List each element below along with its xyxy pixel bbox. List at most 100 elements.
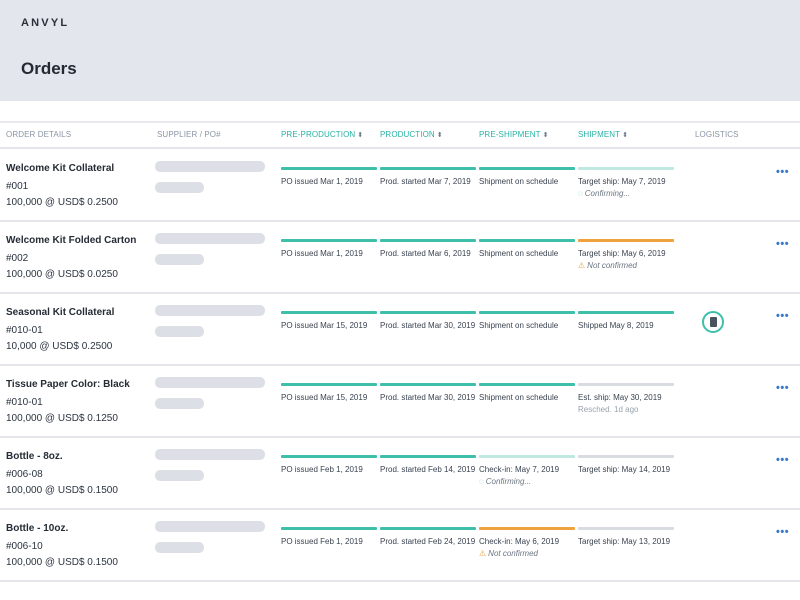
stage-preproduction[interactable]: PO issued Mar 15, 2019 xyxy=(281,311,377,332)
stage-status-text: Prod. started Mar 6, 2019 xyxy=(380,249,471,258)
stage-shipment[interactable]: Target ship: May 14, 2019 xyxy=(578,455,674,476)
more-options-icon[interactable]: ••• xyxy=(776,526,790,538)
stage-production[interactable]: Prod. started Mar 7, 2019 xyxy=(380,167,476,188)
stage-progress-bar xyxy=(380,383,476,386)
stage-progress-bar xyxy=(578,239,674,242)
stage-status-text: PO issued Mar 15, 2019 xyxy=(281,393,368,402)
more-options-icon[interactable]: ••• xyxy=(776,454,790,466)
stage-substatus: ⚠ Not confirmed xyxy=(479,548,575,560)
stage-progress-bar xyxy=(380,527,476,530)
stage-status-text: PO issued Feb 1, 2019 xyxy=(281,465,363,474)
stage-progress-bar xyxy=(281,455,377,458)
stage-shipment[interactable]: Target ship: May 13, 2019 xyxy=(578,527,674,548)
document-icon[interactable] xyxy=(702,311,724,333)
order-number: #006-10 xyxy=(6,541,43,552)
sort-icon: ⬍ xyxy=(357,132,364,139)
stage-status-text: Prod. started Feb 14, 2019 xyxy=(380,465,476,474)
stage-progress-bar xyxy=(479,527,575,530)
stage-status-text: Check-in: May 7, 2019 xyxy=(479,465,560,474)
column-production-label: PRODUCTION xyxy=(380,130,435,139)
sort-icon: ⬍ xyxy=(542,132,549,139)
order-quantity: 100,000 @ USD$ 0.0250 xyxy=(6,269,118,280)
stage-progress-bar xyxy=(578,167,674,170)
order-title[interactable]: Bottle - 8oz. xyxy=(6,451,63,462)
stage-preshipment[interactable]: Check-in: May 7, 2019 ◌ Confirming... xyxy=(479,455,575,488)
stage-status-text: Shipment on schedule xyxy=(479,177,559,186)
order-title[interactable]: Welcome Kit Collateral xyxy=(6,163,115,174)
page-title: Orders xyxy=(21,59,77,78)
po-placeholder xyxy=(155,254,204,265)
stage-preproduction[interactable]: PO issued Mar 15, 2019 xyxy=(281,383,377,404)
column-supplier-po: SUPPLIER / PO# xyxy=(157,130,221,139)
stage-preproduction[interactable]: PO issued Mar 1, 2019 xyxy=(281,167,377,188)
stage-preproduction[interactable]: PO issued Mar 1, 2019 xyxy=(281,239,377,260)
stage-progress-bar xyxy=(578,311,674,314)
column-order-details: ORDER DETAILS xyxy=(6,130,72,139)
stage-substatus: ⚠ Not confirmed xyxy=(578,260,674,272)
stage-preshipment[interactable]: Check-in: May 6, 2019 ⚠ Not confirmed xyxy=(479,527,575,560)
po-placeholder xyxy=(155,470,204,481)
document-icon-glyph xyxy=(710,317,717,327)
order-title[interactable]: Tissue Paper Color: Black xyxy=(6,379,130,390)
supplier-placeholder xyxy=(155,377,265,388)
stage-status-text: PO issued Mar 1, 2019 xyxy=(281,249,363,258)
stage-substatus: ◌ Confirming... xyxy=(578,188,674,200)
stage-production[interactable]: Prod. started Mar 30, 2019 xyxy=(380,311,476,332)
order-row[interactable]: Bottle - 8oz. #006-08 100,000 @ USD$ 0.150… xyxy=(0,438,800,510)
order-row[interactable]: Tissue Paper Color: Black #010-01 100,000 … xyxy=(0,366,800,438)
stage-progress-bar xyxy=(380,311,476,314)
stage-progress-bar xyxy=(578,527,674,530)
table-top-border xyxy=(0,121,800,123)
stage-shipment[interactable]: Est. ship: May 30, 2019 Resched. 1d ago xyxy=(578,383,674,416)
stage-status-text: PO issued Mar 1, 2019 xyxy=(281,177,363,186)
order-title[interactable]: Welcome Kit Folded Carton xyxy=(6,235,137,246)
stage-preshipment[interactable]: Shipment on schedule xyxy=(479,239,575,260)
column-pre-production[interactable]: PRE-PRODUCTION ⬍ xyxy=(281,130,363,139)
stage-substatus-text: Not confirmed xyxy=(488,549,538,558)
stage-preshipment[interactable]: Shipment on schedule xyxy=(479,383,575,404)
stage-status-text: PO issued Feb 1, 2019 xyxy=(281,537,363,546)
stage-status-text: Target ship: May 7, 2019 xyxy=(578,177,666,186)
stage-substatus: ◌ Confirming... xyxy=(479,476,575,488)
order-row[interactable]: Welcome Kit Folded Carton #002 100,000 @ U… xyxy=(0,222,800,294)
column-production[interactable]: PRODUCTION ⬍ xyxy=(380,130,443,139)
column-shipment[interactable]: SHIPMENT ⬍ xyxy=(578,130,628,139)
column-pre-production-label: PRE-PRODUCTION xyxy=(281,130,356,139)
stage-shipment[interactable]: Shipped May 8, 2019 xyxy=(578,311,674,332)
warning-icon: ⚠ xyxy=(578,261,586,270)
column-pre-shipment[interactable]: PRE-SHIPMENT ⬍ xyxy=(479,130,549,139)
stage-progress-bar xyxy=(479,311,575,314)
stage-substatus-text: Confirming... xyxy=(485,477,532,486)
more-options-icon[interactable]: ••• xyxy=(776,382,790,394)
stage-preproduction[interactable]: PO issued Feb 1, 2019 xyxy=(281,455,377,476)
stage-status-text: Shipment on schedule xyxy=(479,249,559,258)
stage-substatus-text: Resched. 1d ago xyxy=(578,405,639,414)
more-options-icon[interactable]: ••• xyxy=(776,310,790,322)
order-row[interactable]: Seasonal Kit Collateral #010-01 10,000 @ U… xyxy=(0,294,800,366)
stage-progress-bar xyxy=(479,167,575,170)
order-title[interactable]: Seasonal Kit Collateral xyxy=(6,307,115,318)
stage-preproduction[interactable]: PO issued Feb 1, 2019 xyxy=(281,527,377,548)
order-row[interactable]: Bottle - 10oz. #006-10 100,000 @ USD$ 0.15… xyxy=(0,510,800,582)
stage-preshipment[interactable]: Shipment on schedule xyxy=(479,167,575,188)
stage-shipment[interactable]: Target ship: May 6, 2019 ⚠ Not confirmed xyxy=(578,239,674,272)
stage-production[interactable]: Prod. started Mar 6, 2019 xyxy=(380,239,476,260)
supplier-placeholder xyxy=(155,305,265,316)
order-quantity: 100,000 @ USD$ 0.1500 xyxy=(6,485,118,496)
order-quantity: 10,000 @ USD$ 0.2500 xyxy=(6,341,113,352)
stage-progress-bar xyxy=(578,455,674,458)
more-options-icon[interactable]: ••• xyxy=(776,238,790,250)
stage-production[interactable]: Prod. started Mar 30, 2019 xyxy=(380,383,476,404)
stage-production[interactable]: Prod. started Feb 24, 2019 xyxy=(380,527,476,548)
order-title[interactable]: Bottle - 10oz. xyxy=(6,523,69,534)
supplier-placeholder xyxy=(155,449,265,460)
brand-logo[interactable]: ANVYL xyxy=(21,17,70,29)
stage-progress-bar xyxy=(479,455,575,458)
stage-shipment[interactable]: Target ship: May 7, 2019 ◌ Confirming... xyxy=(578,167,674,200)
stage-preshipment[interactable]: Shipment on schedule xyxy=(479,311,575,332)
stage-status-text: Prod. started Mar 7, 2019 xyxy=(380,177,471,186)
stage-progress-bar xyxy=(380,455,476,458)
more-options-icon[interactable]: ••• xyxy=(776,166,790,178)
stage-production[interactable]: Prod. started Feb 14, 2019 xyxy=(380,455,476,476)
order-row[interactable]: Welcome Kit Collateral #001 100,000 @ USD$… xyxy=(0,150,800,222)
